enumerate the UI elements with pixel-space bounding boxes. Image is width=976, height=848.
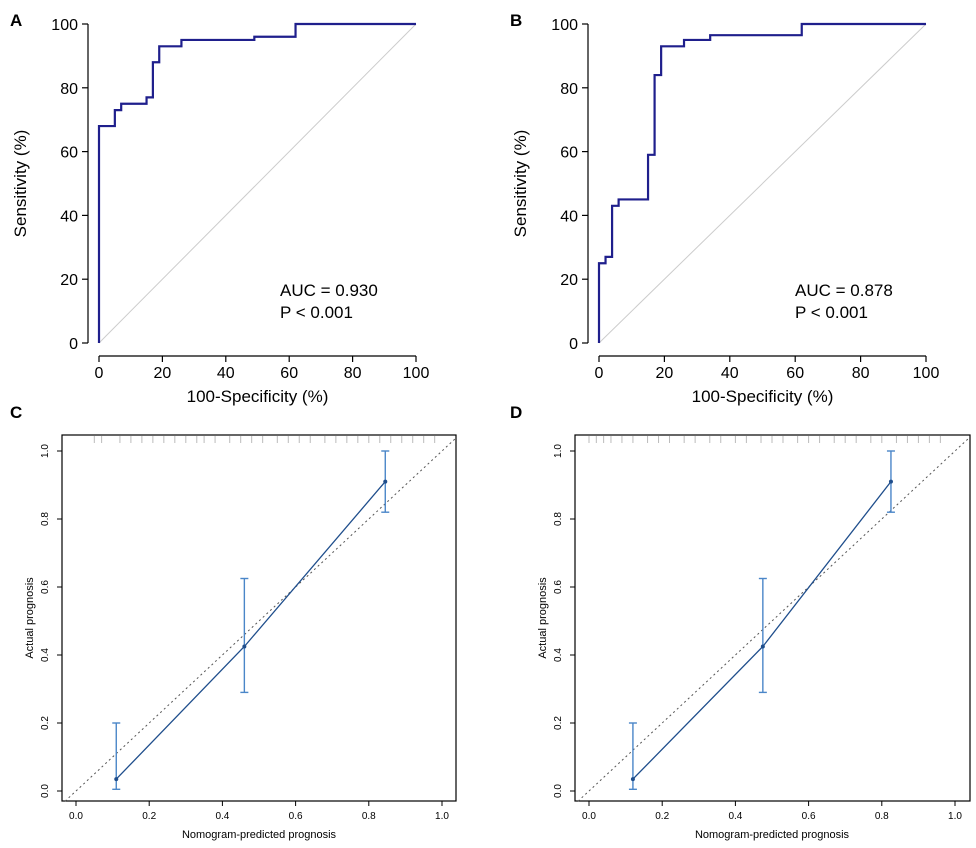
calibration-point [242, 644, 247, 649]
x-tick-label: 0.8 [362, 811, 376, 822]
x-tick-label: 0.8 [875, 811, 889, 822]
y-tick-label: 0.6 [553, 580, 564, 594]
y-tick-label: 0.0 [553, 784, 564, 798]
x-tick-label: 0.0 [582, 811, 596, 822]
x-tick-label: 0 [95, 365, 104, 382]
x-tick-label: 40 [721, 365, 739, 382]
panel-letter: A [10, 11, 22, 30]
y-axis-label: Sensitivity (%) [11, 130, 30, 238]
reference-diagonal-line [98, 23, 417, 344]
x-tick-label: 20 [656, 365, 674, 382]
x-tick-label: 40 [217, 365, 235, 382]
y-tick-label: 0.4 [40, 648, 51, 662]
calibration-point [630, 777, 635, 782]
y-tick-label: 0.0 [40, 784, 51, 798]
x-tick-label: 0.2 [142, 811, 156, 822]
ideal-calibration-line [577, 437, 970, 802]
panel-a-roc-chart: A 0 20 40 60 80 100 0 20 40 60 80 100 100-Specificity… [10, 11, 429, 406]
y-tick-label: 0 [69, 336, 78, 353]
y-tick-label: 20 [60, 272, 78, 289]
plot-frame [61, 434, 457, 802]
auc-annotation: AUC = 0.878 [795, 281, 893, 300]
panel-d-calibration-chart: D 0.0 0.2 0.4 0.6 0.8 1.0 0.0 0.2 0.4 0.6 0.8 1.0 Nom… [510, 403, 971, 841]
y-tick-label: 0 [569, 336, 578, 353]
calibration-point [760, 644, 765, 649]
roc-curve-line [97, 22, 416, 343]
y-tick-label: 60 [60, 145, 78, 162]
x-tick-label: 0 [595, 365, 604, 382]
x-tick-label: 1.0 [435, 811, 449, 822]
x-axis-label: Nomogram-predicted prognosis [695, 829, 850, 841]
y-tick-label: 0.2 [553, 716, 564, 730]
plot-frame [574, 434, 971, 802]
calibration-point [888, 479, 893, 484]
panel-letter: B [510, 11, 522, 30]
p-value-annotation: P < 0.001 [280, 303, 353, 322]
y-tick-label: 80 [60, 81, 78, 98]
p-value-annotation: P < 0.001 [795, 303, 868, 322]
x-tick-label: 0.6 [289, 811, 303, 822]
panel-letter: C [10, 403, 22, 422]
panel-c-calibration-chart: C 0.0 0.2 0.4 0.6 0.8 1.0 0.0 0.2 0.4 0.6 0.8 1.0 Nom… [10, 403, 457, 841]
x-tick-label: 20 [154, 365, 172, 382]
y-tick-label: 100 [551, 17, 578, 34]
x-axis-label: 100-Specificity (%) [187, 387, 329, 406]
panel-letter: D [510, 403, 522, 422]
auc-annotation: AUC = 0.930 [280, 281, 378, 300]
calibration-point [383, 479, 388, 484]
y-tick-label: 40 [60, 208, 78, 225]
reference-diagonal-line [598, 23, 927, 344]
y-tick-label: 1.0 [40, 444, 51, 458]
x-tick-label: 80 [852, 365, 870, 382]
y-axis-label: Sensitivity (%) [511, 130, 530, 238]
x-axis-label: Nomogram-predicted prognosis [182, 829, 337, 841]
x-tick-label: 60 [280, 365, 298, 382]
y-tick-label: 100 [51, 17, 78, 34]
y-tick-label: 60 [560, 145, 578, 162]
x-tick-label: 1.0 [948, 811, 962, 822]
roc-curve-line [597, 22, 926, 343]
x-tick-label: 100 [403, 365, 430, 382]
x-tick-label: 0.4 [728, 811, 742, 822]
y-tick-label: 0.8 [553, 512, 564, 526]
x-tick-label: 60 [786, 365, 804, 382]
panel-b-roc-chart: B 0 20 40 60 80 100 0 20 40 60 80 100 100-Specificity… [510, 11, 939, 406]
calibration-curve-line [115, 481, 386, 780]
y-tick-label: 80 [560, 81, 578, 98]
y-tick-label: 0.2 [40, 716, 51, 730]
x-tick-label: 80 [344, 365, 362, 382]
y-tick-label: 1.0 [553, 444, 564, 458]
y-tick-label: 40 [560, 208, 578, 225]
x-axis-label: 100-Specificity (%) [692, 387, 834, 406]
y-tick-label: 0.6 [40, 580, 51, 594]
y-tick-label: 0.8 [40, 512, 51, 526]
y-axis-label: Actual prognosis [537, 577, 549, 659]
ideal-calibration-line [64, 437, 457, 802]
x-tick-label: 0.4 [215, 811, 229, 822]
y-tick-label: 20 [560, 272, 578, 289]
y-axis-label: Actual prognosis [24, 577, 36, 659]
x-tick-label: 100 [913, 365, 940, 382]
x-tick-label: 0.2 [655, 811, 669, 822]
x-tick-label: 0.6 [802, 811, 816, 822]
x-tick-label: 0.0 [69, 811, 83, 822]
calibration-point [114, 777, 119, 782]
y-tick-label: 0.4 [553, 648, 564, 662]
